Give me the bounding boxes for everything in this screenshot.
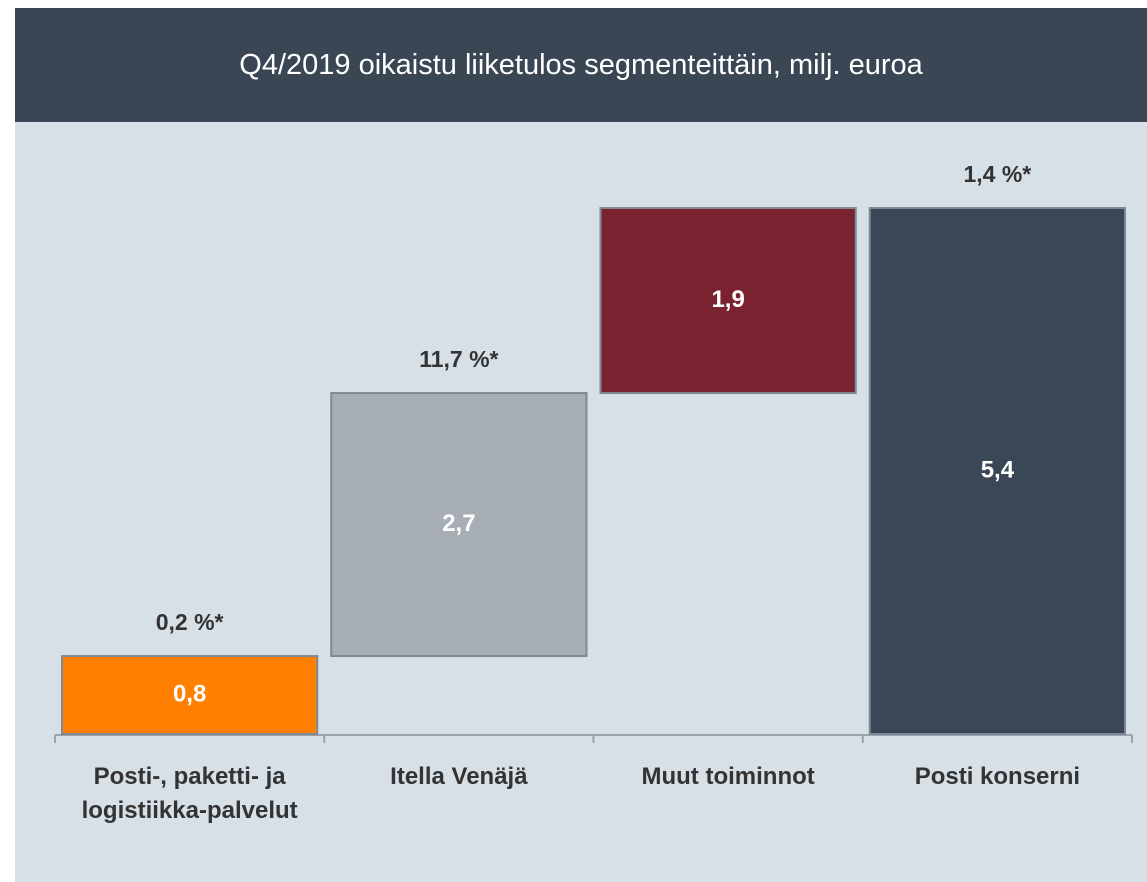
bar	[868, 207, 1126, 735]
annotation: 1,4 %*	[963, 161, 1031, 187]
x-tick-label: Posti konserni	[914, 763, 1081, 790]
bar	[61, 655, 319, 736]
x-tick-label: Itella Venäjä	[390, 763, 528, 790]
x-tick-label: Muut toiminnot	[641, 763, 815, 790]
x-tick-label: Posti-, paketti- ja logistiikka-palvelut	[81, 763, 298, 824]
value-label: 1,9	[711, 286, 744, 313]
value-label: 5,4	[981, 456, 1015, 483]
value-label: 0,8	[173, 680, 206, 707]
chart-title: Q4/2019 oikaistu liiketulos segmenteittä…	[15, 8, 1147, 122]
bar	[330, 392, 588, 658]
annotation: 11,7 %*	[419, 346, 498, 372]
annotation: 0,2 %*	[156, 609, 224, 635]
bar	[599, 207, 857, 395]
value-label: 2,7	[442, 510, 475, 537]
